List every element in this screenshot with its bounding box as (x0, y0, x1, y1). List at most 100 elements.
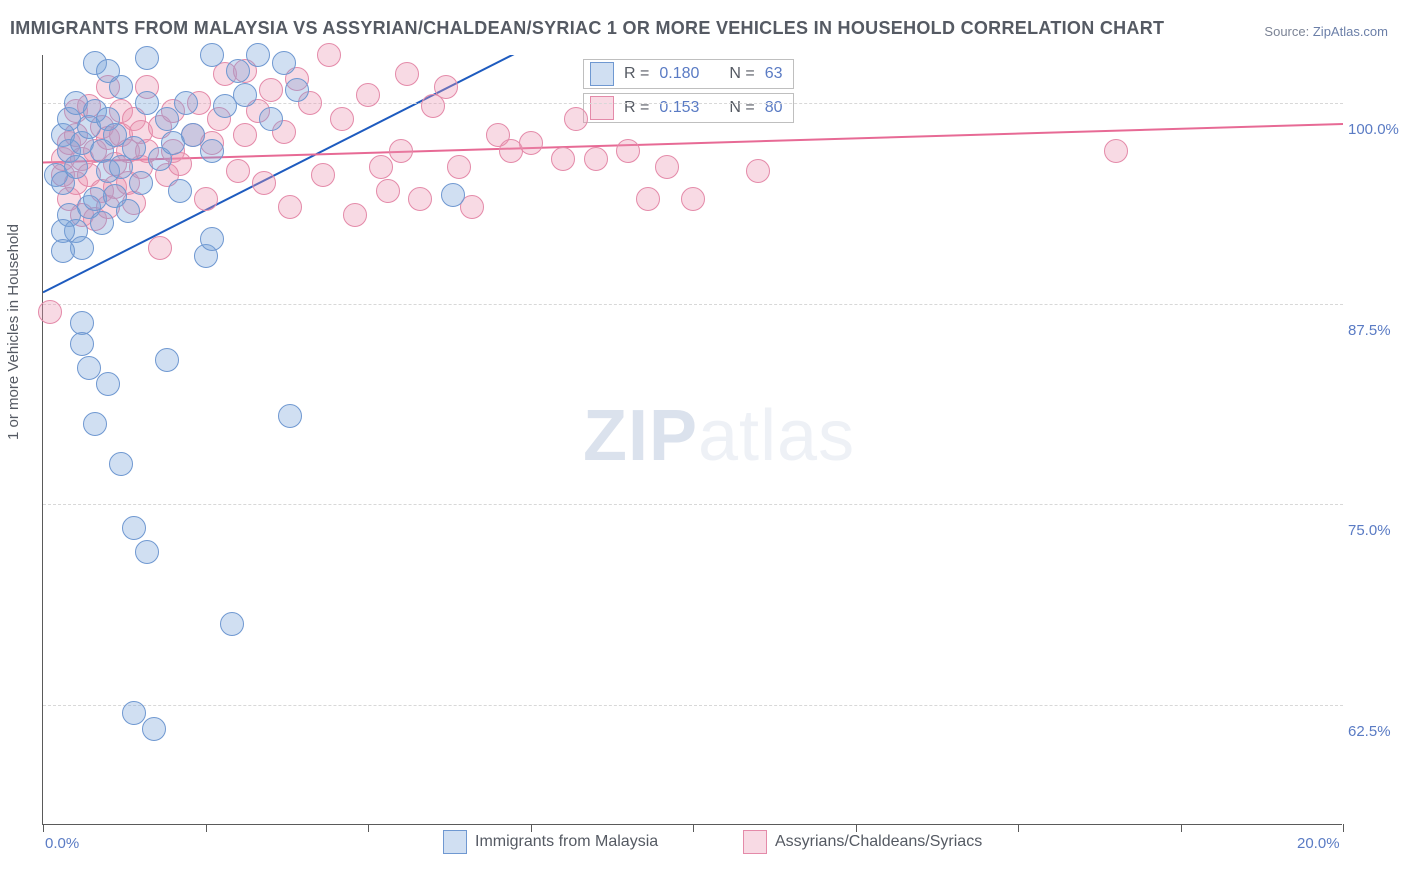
scatter-point-malaysia (122, 136, 146, 160)
scatter-point-malaysia (220, 612, 244, 636)
scatter-point-malaysia (51, 239, 75, 263)
scatter-point-assyrian (564, 107, 588, 131)
x-tick-label: 0.0% (45, 835, 79, 852)
x-tick-label: 20.0% (1297, 835, 1340, 852)
scatter-point-malaysia (122, 701, 146, 725)
plot-area: ZIPatlas R = 0.180 N = 63 R = 0.153 N = … (42, 55, 1342, 825)
x-tick (1181, 824, 1182, 832)
scatter-point-assyrian (38, 300, 62, 324)
scatter-point-assyrian (395, 62, 419, 86)
y-tick-label: 62.5% (1348, 723, 1391, 740)
scatter-point-assyrian (194, 187, 218, 211)
bottom-legend-label-1: Immigrants from Malaysia (475, 833, 658, 851)
scatter-point-malaysia (226, 59, 250, 83)
scatter-point-malaysia (109, 452, 133, 476)
scatter-point-malaysia (142, 717, 166, 741)
stats-legend-row-2: R = 0.153 N = 80 (583, 93, 794, 123)
scatter-point-malaysia (155, 348, 179, 372)
scatter-point-malaysia (174, 91, 198, 115)
scatter-point-assyrian (148, 236, 172, 260)
scatter-point-assyrian (311, 163, 335, 187)
scatter-point-assyrian (519, 131, 543, 155)
scatter-point-malaysia (77, 356, 101, 380)
legend-n-value-2: 80 (765, 99, 783, 117)
source-label: Source: (1264, 24, 1309, 39)
scatter-point-malaysia (441, 183, 465, 207)
scatter-point-malaysia (272, 51, 296, 75)
scatter-point-assyrian (226, 159, 250, 183)
legend-r-value-1: 0.180 (659, 65, 699, 83)
scatter-point-assyrian (551, 147, 575, 171)
scatter-point-assyrian (233, 123, 257, 147)
gridline-h (43, 504, 1343, 505)
scatter-point-assyrian (408, 187, 432, 211)
legend-n-label-2: N = (729, 99, 754, 117)
scatter-point-malaysia (116, 199, 140, 223)
x-tick (693, 824, 694, 832)
x-tick (368, 824, 369, 832)
legend-r-label-2: R = (624, 99, 649, 117)
scatter-point-malaysia (129, 171, 153, 195)
legend-n-value-1: 63 (765, 65, 783, 83)
legend-r-label-1: R = (624, 65, 649, 83)
legend-n-label-1: N = (729, 65, 754, 83)
scatter-point-assyrian (434, 75, 458, 99)
scatter-point-assyrian (259, 78, 283, 102)
scatter-point-assyrian (616, 139, 640, 163)
bottom-legend-item-2: Assyrians/Chaldeans/Syriacs (743, 830, 982, 854)
scatter-point-malaysia (259, 107, 283, 131)
bottom-legend-item-1: Immigrants from Malaysia (443, 830, 658, 854)
x-tick (531, 824, 532, 832)
bottom-legend-swatch-1 (443, 830, 467, 854)
scatter-point-assyrian (681, 187, 705, 211)
scatter-point-assyrian (356, 83, 380, 107)
scatter-point-malaysia (122, 516, 146, 540)
x-tick (1343, 824, 1344, 832)
scatter-point-malaysia (200, 139, 224, 163)
scatter-point-malaysia (200, 43, 224, 67)
scatter-point-malaysia (246, 43, 270, 67)
scatter-point-malaysia (135, 540, 159, 564)
scatter-point-malaysia (70, 332, 94, 356)
scatter-point-malaysia (90, 211, 114, 235)
scatter-point-malaysia (181, 123, 205, 147)
scatter-point-assyrian (447, 155, 471, 179)
legend-swatch-series2 (590, 96, 614, 120)
scatter-point-malaysia (135, 46, 159, 70)
scatter-point-assyrian (389, 139, 413, 163)
x-tick (856, 824, 857, 832)
chart-container: IMMIGRANTS FROM MALAYSIA VS ASSYRIAN/CHA… (0, 0, 1406, 892)
scatter-point-malaysia (200, 227, 224, 251)
x-tick (1018, 824, 1019, 832)
scatter-point-assyrian (343, 203, 367, 227)
source-attribution: Source: ZipAtlas.com (1264, 24, 1388, 39)
scatter-point-assyrian (369, 155, 393, 179)
scatter-point-malaysia (96, 372, 120, 396)
scatter-point-assyrian (1104, 139, 1128, 163)
scatter-point-assyrian (317, 43, 341, 67)
scatter-point-assyrian (252, 171, 276, 195)
bottom-legend-swatch-2 (743, 830, 767, 854)
scatter-point-malaysia (168, 179, 192, 203)
scatter-point-assyrian (278, 195, 302, 219)
scatter-point-malaysia (135, 91, 159, 115)
scatter-point-malaysia (285, 78, 309, 102)
scatter-point-malaysia (109, 75, 133, 99)
bottom-legend-label-2: Assyrians/Chaldeans/Syriacs (775, 833, 982, 851)
scatter-point-assyrian (376, 179, 400, 203)
gridline-h (43, 705, 1343, 706)
scatter-point-malaysia (83, 412, 107, 436)
scatter-point-assyrian (655, 155, 679, 179)
source-link[interactable]: ZipAtlas.com (1313, 24, 1388, 39)
scatter-point-malaysia (233, 83, 257, 107)
scatter-point-malaysia (278, 404, 302, 428)
scatter-point-assyrian (584, 147, 608, 171)
scatter-point-assyrian (746, 159, 770, 183)
chart-title: IMMIGRANTS FROM MALAYSIA VS ASSYRIAN/CHA… (10, 18, 1164, 39)
y-axis-label: 1 or more Vehicles in Household (5, 224, 22, 440)
scatter-point-assyrian (636, 187, 660, 211)
y-tick-label: 87.5% (1348, 322, 1391, 339)
y-tick-label: 100.0% (1348, 121, 1399, 138)
x-tick (206, 824, 207, 832)
scatter-point-malaysia (155, 107, 179, 131)
